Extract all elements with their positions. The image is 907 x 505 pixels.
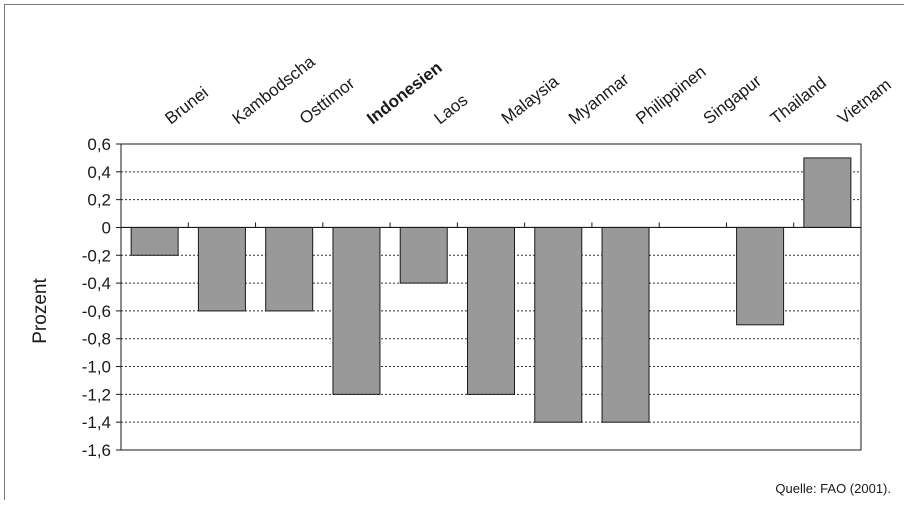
y-tick-label: -0,2 (82, 246, 111, 265)
bar-vietnam (803, 157, 852, 228)
x-tick-label: Thailand (767, 73, 830, 128)
y-tick-label: -1,4 (82, 413, 111, 432)
y-tick-label: -0,4 (82, 274, 111, 293)
figure-frame (4, 4, 904, 500)
y-tick-label: -1,2 (82, 385, 111, 404)
bar-myanmar (534, 226, 583, 423)
y-tick-labels: 0,6 0,4 0,2 0 -0,2 -0,4 -0,6 -0,8 -1,0 -1,2 -1,4 -1… (82, 135, 111, 460)
bar-malaysia (467, 226, 515, 395)
y-tick-label: 0,6 (87, 135, 111, 154)
axes (116, 143, 862, 451)
x-tick-label: Laos (430, 90, 471, 128)
y-tick-label: -1,6 (82, 441, 111, 460)
source-note: Quelle: FAO (2001). (775, 481, 891, 496)
bar-indonesien (332, 226, 381, 395)
bar-brunei (130, 226, 179, 256)
x-tick-label: Myanmar (565, 69, 633, 128)
x-tick-label: Osttimor (296, 73, 359, 128)
y-tick-label: -0,8 (82, 330, 111, 349)
y-tick-label: 0,4 (87, 163, 111, 182)
y-tick-label: -1,0 (82, 358, 111, 377)
x-tick-label: Malaysia (498, 72, 563, 129)
y-tick-label: 0 (102, 218, 111, 237)
bar-thailand (736, 226, 785, 326)
bar-laos (399, 226, 448, 284)
bar-osttimor (265, 226, 314, 312)
bar-kambodscha (197, 226, 246, 312)
plot-border (120, 143, 862, 451)
y-tick-label: -0,6 (82, 302, 111, 321)
x-tick-label: Singapur (700, 71, 766, 128)
x-tick-label: Brunei (161, 83, 211, 128)
bars (130, 157, 852, 423)
y-axis-label: Prozent (30, 278, 51, 344)
bar-philippinen (601, 226, 650, 423)
y-tick-label: 0,2 (87, 191, 111, 210)
x-tick-label: Vietnam (834, 75, 895, 128)
x-tick-label: Philippinen (632, 62, 709, 128)
